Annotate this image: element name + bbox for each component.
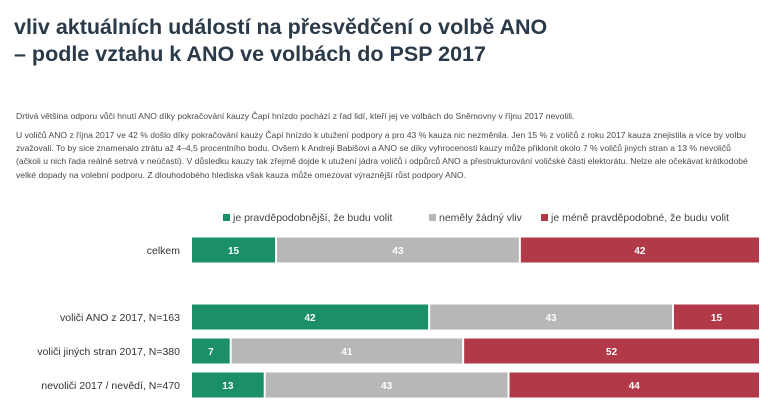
data-label: 43 — [392, 246, 404, 257]
data-label: 52 — [606, 347, 618, 358]
bar-segment — [265, 372, 508, 398]
detail-paragraph: U voličů ANO z října 2017 ve 42 % došlo … — [16, 130, 748, 180]
data-label: 42 — [305, 313, 317, 324]
data-label: 15 — [711, 313, 723, 324]
legend-label: neměly žádný vliv — [439, 212, 523, 224]
bar-segment — [277, 237, 519, 263]
chart-title: vliv aktuálních událostí na přesvědčení … — [14, 14, 754, 68]
bar-segment — [192, 372, 264, 398]
data-label: 41 — [341, 347, 353, 358]
title-line-1: vliv aktuálních událostí na přesvědčení … — [14, 15, 548, 39]
row-label: nevoliči 2017 / nevědí, N=470 — [41, 380, 180, 392]
row-label: voliči jiných stran 2017, N=380 — [37, 346, 180, 358]
bar-segment — [231, 338, 463, 364]
legend-item: je pravděpodobnější, že budu volit — [223, 212, 392, 224]
bar-segment — [520, 237, 759, 263]
row-label: voliči ANO z 2017, N=163 — [60, 312, 180, 324]
bar-row: nevoliči 2017 / nevědí, N=470 13 43 44 — [41, 372, 759, 398]
data-label: 43 — [545, 313, 557, 324]
bar-segment — [464, 338, 759, 364]
data-label: 13 — [222, 381, 234, 392]
bar-row: voliči ANO z 2017, N=163 42 43 15 — [60, 304, 759, 330]
legend-item: je méně pravděpodobné, že budu volit — [541, 212, 729, 224]
bar-segment — [430, 304, 672, 330]
legend-swatch — [541, 214, 548, 221]
bar-row: voliči jiných stran 2017, N=380 7 41 52 — [37, 338, 759, 364]
bar-row: celkem 15 43 42 — [147, 237, 759, 263]
row-label: celkem — [147, 245, 181, 257]
data-label: 44 — [629, 381, 641, 392]
data-label: 43 — [381, 381, 393, 392]
bar-segment — [192, 237, 276, 263]
bar-segment — [192, 338, 230, 364]
bar-segment — [673, 304, 759, 330]
legend-label: je méně pravděpodobné, že budu volit — [550, 212, 729, 224]
bar-segment — [509, 372, 759, 398]
legend-item: neměly žádný vliv — [429, 212, 523, 224]
data-label: 7 — [208, 347, 214, 358]
title-line-2: – podle vztahu k ANO ve volbách do PSP 2… — [14, 42, 486, 66]
data-label: 15 — [228, 246, 240, 257]
legend-swatch — [429, 214, 436, 221]
legend-label: je pravděpodobnější, že budu volit — [232, 212, 392, 224]
bar-segment — [192, 304, 429, 330]
legend-swatch — [223, 214, 230, 221]
data-label: 42 — [634, 246, 646, 257]
summary-paragraph: Drtivá většina odporu vůči hnutí ANO dík… — [16, 111, 575, 121]
